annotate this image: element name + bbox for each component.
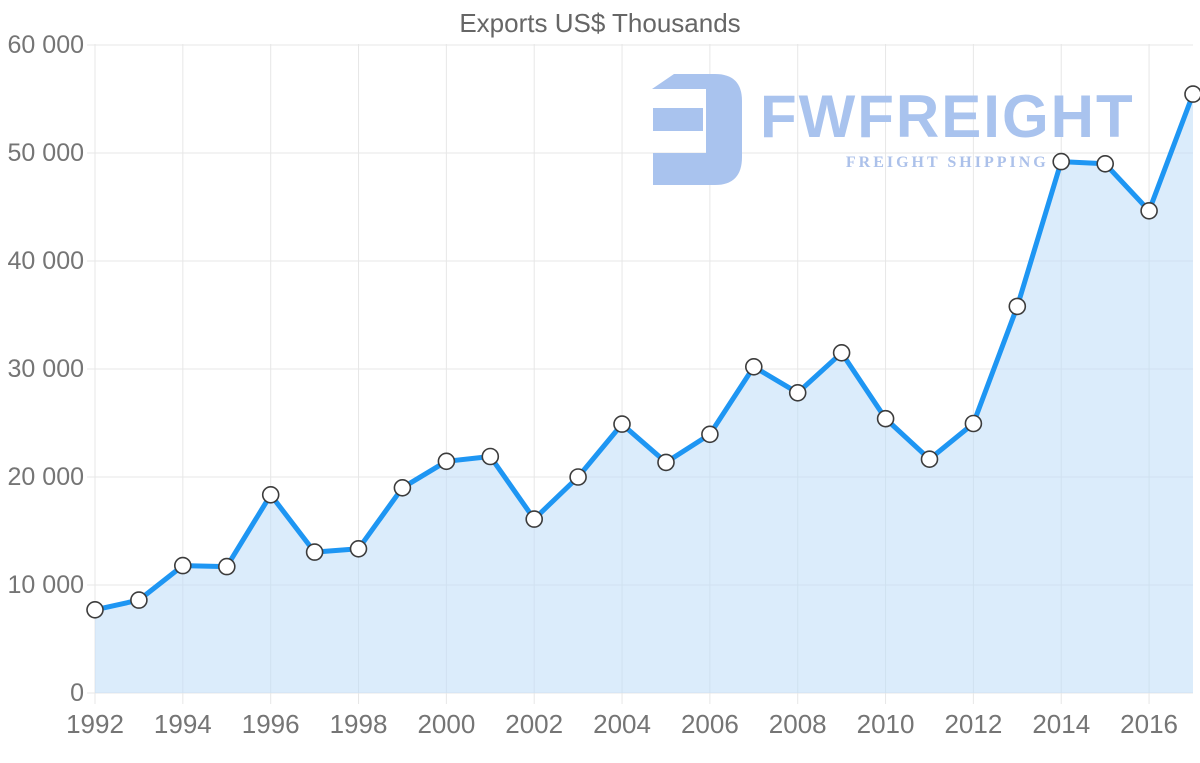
data-point-2014[interactable] bbox=[1052, 152, 1070, 171]
series-area-fill bbox=[95, 94, 1193, 694]
data-point-2003[interactable] bbox=[569, 468, 587, 486]
data-point-2013[interactable] bbox=[1008, 297, 1027, 316]
x-tick-label: 2006 bbox=[681, 709, 739, 739]
data-point-1992[interactable] bbox=[86, 600, 104, 619]
y-tick-label: 60 000 bbox=[8, 31, 84, 59]
y-tick-label: 10 000 bbox=[8, 571, 84, 599]
x-tick-label: 2008 bbox=[769, 709, 827, 739]
data-point-1994[interactable] bbox=[174, 556, 192, 575]
y-tick-label: 0 bbox=[70, 679, 84, 707]
y-tick-label: 50 000 bbox=[8, 139, 84, 167]
x-tick-label: 2016 bbox=[1120, 709, 1178, 739]
x-tick-label: 1996 bbox=[242, 709, 300, 739]
series-markers bbox=[86, 85, 1200, 619]
x-tick-label: 1992 bbox=[66, 709, 124, 739]
data-point-2005[interactable] bbox=[657, 453, 675, 472]
data-point-2002[interactable] bbox=[525, 510, 544, 528]
data-point-2006[interactable] bbox=[701, 425, 719, 444]
data-point-2016[interactable] bbox=[1140, 202, 1158, 220]
chart-title: Exports US$ Thousands bbox=[459, 8, 741, 38]
data-point-2015[interactable] bbox=[1096, 155, 1114, 173]
data-point-2008[interactable] bbox=[788, 383, 807, 402]
data-point-2009[interactable] bbox=[832, 343, 851, 362]
x-tick-label: 2012 bbox=[944, 709, 1002, 739]
y-tick-label: 20 000 bbox=[8, 463, 84, 491]
data-point-2017[interactable] bbox=[1184, 85, 1200, 103]
y-axis-tick-labels: 0 10 000 20 000 30 000 40 000 50 000 60 000 bbox=[8, 31, 84, 707]
data-point-1997[interactable] bbox=[305, 543, 324, 561]
x-tick-label: 2010 bbox=[857, 709, 915, 739]
x-tick-label: 1994 bbox=[154, 709, 212, 739]
x-tick-label: 2014 bbox=[1032, 709, 1090, 739]
data-point-2011[interactable] bbox=[920, 450, 939, 469]
y-tick-label: 30 000 bbox=[8, 355, 84, 383]
data-point-1996[interactable] bbox=[261, 485, 280, 504]
y-tick-label: 40 000 bbox=[8, 247, 84, 275]
data-point-2004[interactable] bbox=[613, 415, 631, 433]
x-tick-label: 1998 bbox=[330, 709, 388, 739]
data-point-2000[interactable] bbox=[437, 452, 456, 471]
x-tick-label: 2004 bbox=[593, 709, 651, 739]
x-axis-tick-labels: 1992 1994 1996 1998 2000 2002 2004 2006 2008 2010… bbox=[66, 709, 1178, 739]
series-line bbox=[92, 91, 1196, 613]
data-point-1995[interactable] bbox=[218, 557, 236, 576]
x-tick-label: 2000 bbox=[417, 709, 475, 739]
data-point-1993[interactable] bbox=[130, 591, 148, 609]
data-point-1998[interactable] bbox=[349, 539, 368, 558]
data-point-2001[interactable] bbox=[481, 447, 500, 466]
data-point-2010[interactable] bbox=[876, 409, 895, 428]
data-point-1999[interactable] bbox=[393, 478, 412, 497]
data-point-2012[interactable] bbox=[964, 414, 983, 433]
x-tick-label: 2002 bbox=[505, 709, 563, 739]
data-point-2007[interactable] bbox=[744, 357, 763, 376]
